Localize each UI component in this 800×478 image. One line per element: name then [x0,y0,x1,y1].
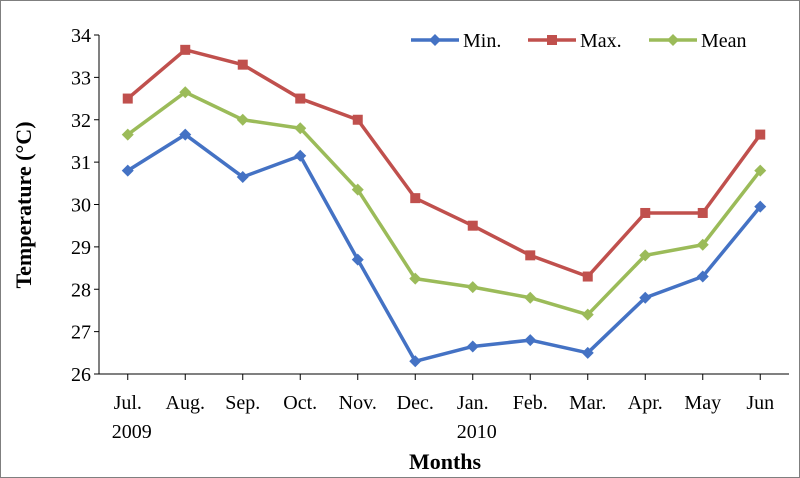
series-line [126,48,762,279]
year-label: 2010 [457,421,497,443]
data-point [351,253,364,266]
tick-labels: 26 27 28 29 30 31 32 33 34 Jul. Aug. Sep. Oct. Nov. De… [71,25,774,443]
x-tick-label: Feb. [513,392,548,414]
y-tick-label: 29 [71,237,91,259]
data-point [179,86,192,99]
data-point [294,122,307,135]
data-point [755,129,766,140]
y-axis-title: Temperature (°C) [11,121,36,288]
series-line [126,132,762,364]
legend-label: Min. [463,30,501,52]
data-point [582,271,593,282]
axes [94,34,789,380]
y-tick-label: 33 [71,67,91,89]
data-point [696,238,709,251]
y-tick-label: 31 [71,152,91,174]
y-tick-label: 30 [71,195,91,217]
x-axis-title: Months [409,449,482,474]
data-point [639,249,652,262]
data-point [754,200,767,213]
data-point [409,355,422,368]
y-tick-label: 34 [71,25,91,47]
data-point [236,113,249,126]
data-point [236,170,249,183]
data-point [180,44,191,55]
x-tick-label: Nov. [339,392,377,414]
data-point [466,281,479,294]
y-tick-label: 27 [71,322,91,344]
data-point [581,346,594,359]
series-max [122,44,766,282]
data-point [639,291,652,304]
data-point [524,291,537,304]
x-tick-label: Mar. [569,392,606,414]
data-point [409,272,422,285]
legend-item: Min. [411,30,501,52]
y-tick-label: 32 [71,110,91,132]
data-point [697,207,708,218]
y-tick-label: 26 [71,364,91,386]
data-point [295,93,306,104]
legend-label: Max. [580,30,622,52]
y-tick-label: 28 [71,279,91,301]
data-point [525,250,536,261]
x-tick-label: Dec. [397,392,434,414]
data-point [754,164,767,177]
data-point [122,93,133,104]
legend-swatch-marker [429,34,441,46]
legend-label: Mean [701,30,747,52]
legend-swatch-marker [667,34,679,46]
x-tick-label: Aug. [166,392,205,414]
x-tick-label: May [684,392,721,414]
data-point [121,164,134,177]
legend-swatch-marker [547,35,557,45]
legend-item: Mean [649,30,747,52]
data-point [524,334,537,347]
legend: Min. Max. Mean [411,30,747,52]
data-point [179,128,192,141]
x-tick-label: Jul. [114,392,142,414]
data-point [640,207,651,218]
series-layer [121,44,767,368]
data-point [294,149,307,162]
series-line [126,90,762,317]
year-label: 2009 [112,421,152,443]
data-point [696,270,709,283]
data-point [237,59,248,70]
series-min [121,128,767,368]
x-tick-label: Jun [746,392,774,414]
data-point [410,193,421,204]
x-tick-label: Oct. [283,392,317,414]
legend-item: Max. [528,30,622,52]
data-point [352,114,363,125]
data-point [121,128,134,141]
x-tick-label: Sep. [225,392,260,414]
data-point [466,340,479,353]
x-tick-label: Apr. [628,392,663,414]
data-point [351,183,364,196]
series-mean [121,86,767,321]
x-tick-label: Jan. [457,392,489,414]
data-point [467,220,478,231]
data-point [581,308,594,321]
